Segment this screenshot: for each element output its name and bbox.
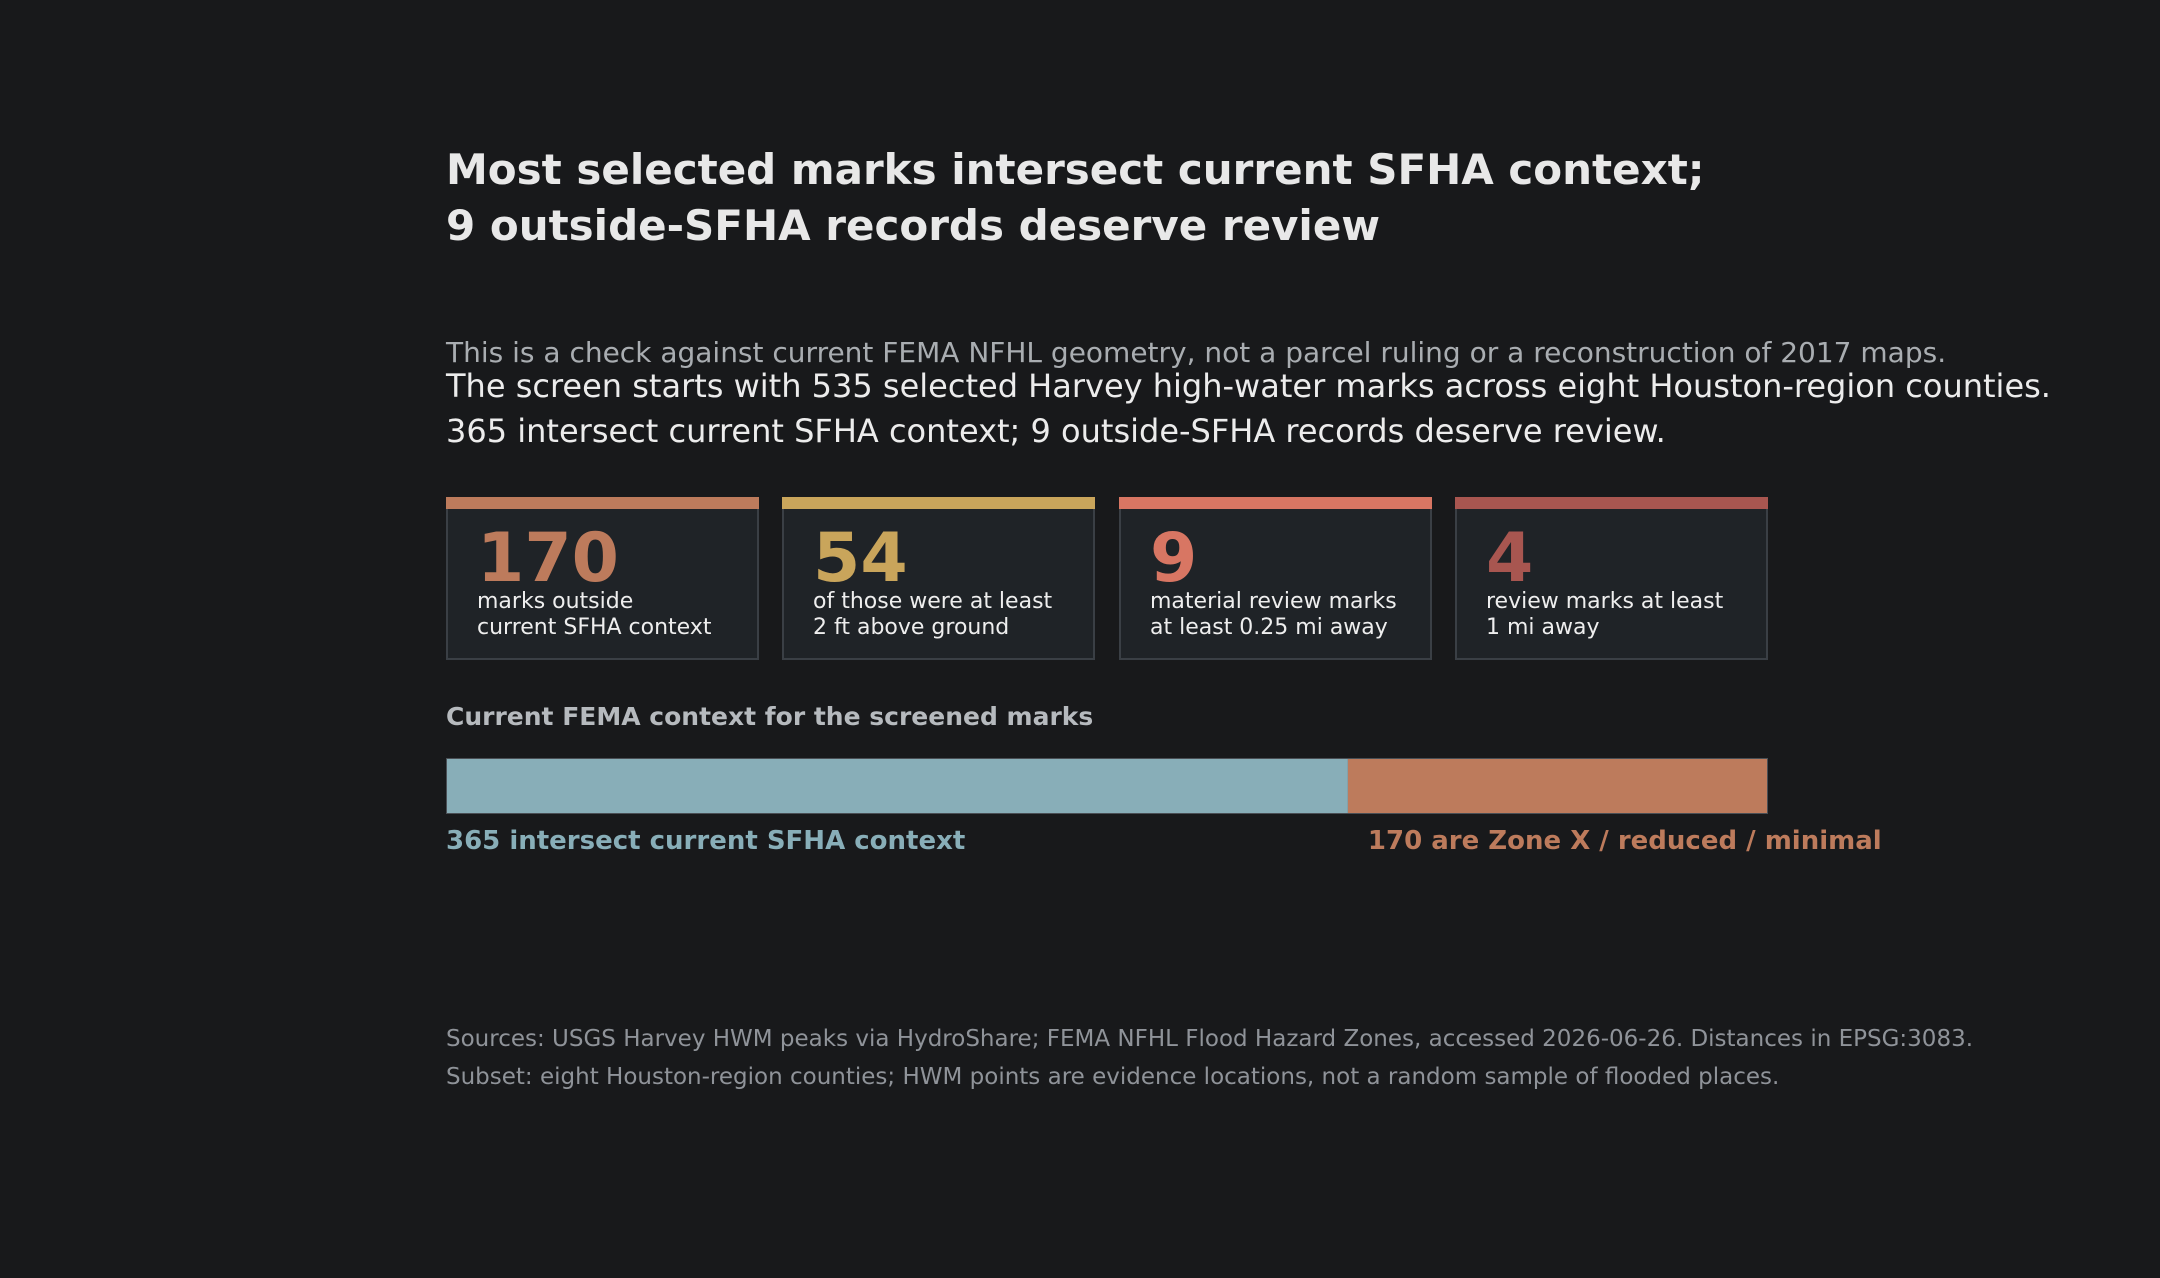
sources-line: Sources: USGS Harvey HWM peaks via Hydro…	[446, 1026, 1974, 1052]
sources-footer: Sources: USGS Harvey HWM peaks via Hydro…	[446, 1020, 1973, 1096]
summary-line-1: The screen starts with 535 selected Harv…	[446, 367, 2051, 405]
stat-card-label-line: at least 0.25 mi away	[1150, 615, 1388, 640]
subset-note: Subset: eight Houston-region counties; H…	[446, 1064, 1780, 1090]
stacked-bar-title: Current FEMA context for the screened ma…	[446, 702, 1094, 731]
chart-title: Most selected marks intersect current SF…	[446, 142, 2046, 254]
stat-card-material-review: 9 material review marks at least 0.25 mi…	[1119, 497, 1432, 660]
stat-card-value: 54	[813, 519, 908, 598]
chart-title-line-1: Most selected marks intersect current SF…	[446, 145, 1705, 194]
stat-card-label: review marks at least 1 mi away	[1486, 589, 1766, 641]
stat-card-label: marks outside current SFHA context	[477, 589, 757, 641]
stacked-bar-chart	[446, 758, 1768, 814]
stat-card-above-ground: 54 of those were at least 2 ft above gro…	[782, 497, 1095, 660]
stat-card-label: of those were at least 2 ft above ground	[813, 589, 1093, 641]
stat-card-label-line: marks outside	[477, 589, 634, 614]
stat-card-accent	[782, 497, 1095, 509]
stat-card-accent	[446, 497, 759, 509]
stat-card-value: 9	[1150, 519, 1198, 598]
stat-card-value: 4	[1486, 519, 1534, 598]
stat-card-one-mile: 4 review marks at least 1 mi away	[1455, 497, 1768, 660]
summary-text: The screen starts with 535 selected Harv…	[446, 364, 2051, 454]
stat-card-label-line: material review marks	[1150, 589, 1397, 614]
stacked-bar-label-sfha: 365 intersect current SFHA context	[446, 826, 966, 856]
stacked-bar-svg	[446, 758, 1768, 814]
stacked-bar-label-zonex: 170 are Zone X / reduced / minimal	[1367, 826, 1882, 856]
chart-subtitle: This is a check against current FEMA NFH…	[446, 336, 1947, 369]
stat-card-label-line: current SFHA context	[477, 615, 712, 640]
stat-card-label-line: review marks at least	[1486, 589, 1724, 614]
stat-card-label-line: of those were at least	[813, 589, 1053, 614]
stat-card-value: 170	[477, 519, 619, 598]
stat-card-accent	[1455, 497, 1768, 509]
stat-card-label-line: 1 mi away	[1486, 615, 1600, 640]
stat-card-accent	[1119, 497, 1432, 509]
stacked-bar-outline	[446, 758, 1768, 814]
stat-card-label-line: 2 ft above ground	[813, 615, 1010, 640]
chart-title-line-2: 9 outside-SFHA records deserve review	[446, 201, 1381, 250]
stat-card-label: material review marks at least 0.25 mi a…	[1150, 589, 1430, 641]
stacked-bar-segment-zonex	[1347, 758, 1768, 814]
summary-line-2: 365 intersect current SFHA context; 9 ou…	[446, 412, 1666, 450]
stacked-bar-segment-sfha	[446, 758, 1348, 814]
stat-card-outside-sfha: 170 marks outside current SFHA context	[446, 497, 759, 660]
